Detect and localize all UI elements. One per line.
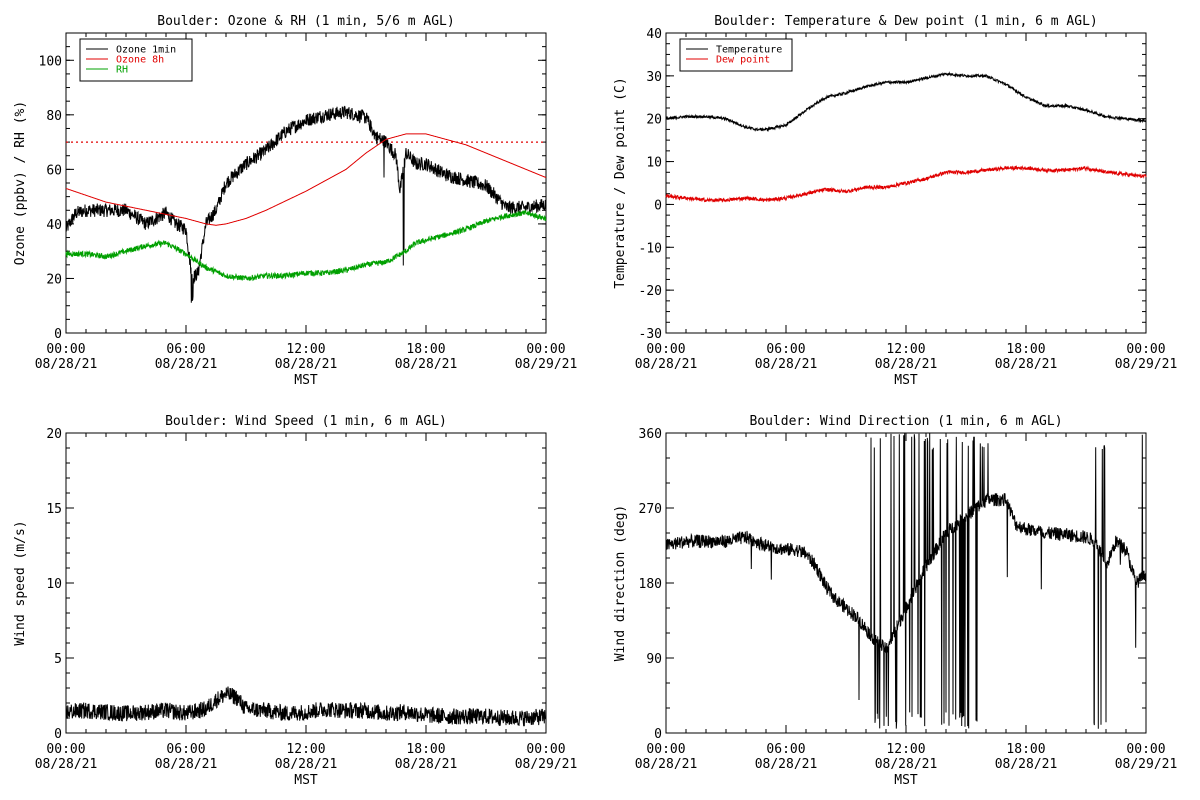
x-tick-time-label: 12:00 xyxy=(886,742,925,757)
chart-title: Boulder: Wind Direction (1 min, 6 m AGL) xyxy=(749,414,1062,429)
y-tick-label: 20 xyxy=(46,427,62,442)
series-line-wind-direction xyxy=(665,433,1147,729)
series-line-ozone-1min xyxy=(65,105,547,303)
y-axis-label: Wind speed (m/s) xyxy=(13,520,28,645)
y-tick-label: 10 xyxy=(46,577,62,592)
series-line-ozone-8h xyxy=(65,133,547,226)
x-tick-time-label: 00:00 xyxy=(1126,342,1165,357)
y-tick-label: 0 xyxy=(54,327,62,342)
y-tick-label: 5 xyxy=(54,652,62,667)
x-axis-label: MST xyxy=(894,773,918,788)
legend-box xyxy=(79,38,193,82)
x-tick-time-label: 00:00 xyxy=(46,742,85,757)
x-tick-time-label: 18:00 xyxy=(1006,342,1045,357)
y-tick-label: 10 xyxy=(646,156,662,171)
y-axis-label: Temperature / Dew point (C) xyxy=(613,77,628,288)
x-tick-date-label: 08/29/21 xyxy=(1115,757,1178,772)
x-tick-date-label: 08/28/21 xyxy=(275,357,338,372)
x-tick-date-label: 08/28/21 xyxy=(155,757,218,772)
x-tick-date-label: 08/28/21 xyxy=(995,357,1058,372)
x-tick-date-label: 08/28/21 xyxy=(155,357,218,372)
x-tick-time-label: 12:00 xyxy=(286,742,325,757)
y-tick-label: -30 xyxy=(639,327,662,342)
y-tick-label: 15 xyxy=(46,502,62,517)
y-tick-label: 30 xyxy=(646,70,662,85)
series-line-wind-speed xyxy=(65,686,547,727)
series-line-dew-point xyxy=(665,164,1147,203)
chart-panel-3: Boulder: Wind Speed (1 min, 6 m AGL) 0 5 10… xyxy=(13,414,577,788)
x-tick-date-label: 08/28/21 xyxy=(35,757,98,772)
x-tick-time-label: 12:00 xyxy=(286,342,325,357)
x-tick-time-label: 06:00 xyxy=(166,342,205,357)
x-tick-date-label: 08/29/21 xyxy=(515,757,578,772)
y-axis-label: Wind direction (deg) xyxy=(613,505,628,662)
x-tick-time-label: 00:00 xyxy=(526,342,565,357)
y-axis-label: Ozone (ppbv) / RH (%) xyxy=(13,101,28,265)
y-tick-label: 20 xyxy=(46,272,62,287)
x-tick-date-label: 08/29/21 xyxy=(515,357,578,372)
legend-entry: Dew point xyxy=(716,55,770,66)
x-tick-date-label: 08/28/21 xyxy=(635,357,698,372)
x-tick-date-label: 08/28/21 xyxy=(395,757,458,772)
y-tick-label: 0 xyxy=(654,727,662,742)
x-tick-date-label: 08/28/21 xyxy=(35,357,98,372)
x-tick-date-label: 08/28/21 xyxy=(635,757,698,772)
x-tick-date-label: 08/28/21 xyxy=(755,757,818,772)
y-tick-label: 270 xyxy=(639,502,662,517)
series-line-temperature xyxy=(665,71,1147,133)
legend-entry: Temperature xyxy=(716,45,782,56)
x-tick-time-label: 00:00 xyxy=(46,342,85,357)
y-tick-label: 90 xyxy=(646,652,662,667)
x-axis-label: MST xyxy=(894,373,918,388)
x-tick-time-label: 00:00 xyxy=(646,742,685,757)
x-axis-label: MST xyxy=(294,373,318,388)
y-tick-label: 40 xyxy=(646,27,662,42)
legend-entry: Ozone 8h xyxy=(116,55,164,66)
chart-title: Boulder: Ozone & RH (1 min, 5/6 m AGL) xyxy=(157,14,454,29)
x-tick-time-label: 18:00 xyxy=(406,742,445,757)
legend-entry: RH xyxy=(116,65,128,76)
x-tick-date-label: 08/28/21 xyxy=(275,757,338,772)
x-axis-label: MST xyxy=(294,773,318,788)
x-tick-date-label: 08/28/21 xyxy=(875,757,938,772)
y-tick-label: 0 xyxy=(54,727,62,742)
legend-box xyxy=(679,38,793,72)
y-tick-label: 80 xyxy=(46,109,62,124)
y-tick-label: -20 xyxy=(639,284,662,299)
x-tick-time-label: 06:00 xyxy=(166,742,205,757)
chart-panel-2: Boulder: Temperature & Dew point (1 min,… xyxy=(613,14,1177,388)
y-tick-label: 60 xyxy=(46,163,62,178)
chart-title: Boulder: Wind Speed (1 min, 6 m AGL) xyxy=(165,414,447,429)
y-tick-label: 360 xyxy=(639,427,662,442)
x-tick-date-label: 08/29/21 xyxy=(1115,357,1178,372)
x-tick-time-label: 00:00 xyxy=(1126,742,1165,757)
x-tick-date-label: 08/28/21 xyxy=(875,357,938,372)
x-tick-time-label: 00:00 xyxy=(526,742,565,757)
x-tick-time-label: 06:00 xyxy=(766,742,805,757)
x-tick-time-label: 00:00 xyxy=(646,342,685,357)
y-tick-label: 20 xyxy=(646,113,662,128)
series-line-rh xyxy=(65,209,547,282)
chart-title: Boulder: Temperature & Dew point (1 min,… xyxy=(714,14,1098,29)
y-tick-label: 40 xyxy=(46,218,62,233)
x-tick-time-label: 12:00 xyxy=(886,342,925,357)
y-tick-label: 100 xyxy=(39,54,62,69)
plot-frame xyxy=(65,432,547,734)
y-tick-label: 0 xyxy=(654,198,662,213)
y-tick-label: 180 xyxy=(639,577,662,592)
x-tick-time-label: 18:00 xyxy=(1006,742,1045,757)
x-tick-time-label: 06:00 xyxy=(766,342,805,357)
x-tick-date-label: 08/28/21 xyxy=(995,757,1058,772)
y-tick-label: -10 xyxy=(639,241,662,256)
chart-panel-1: Boulder: Ozone & RH (1 min, 5/6 m AGL) 0 2… xyxy=(13,14,577,388)
x-tick-date-label: 08/28/21 xyxy=(395,357,458,372)
chart-panel-4: Boulder: Wind Direction (1 min, 6 m AGL)… xyxy=(613,414,1177,788)
legend-entry: Ozone 1min xyxy=(116,45,176,56)
x-tick-date-label: 08/28/21 xyxy=(755,357,818,372)
x-tick-time-label: 18:00 xyxy=(406,342,445,357)
